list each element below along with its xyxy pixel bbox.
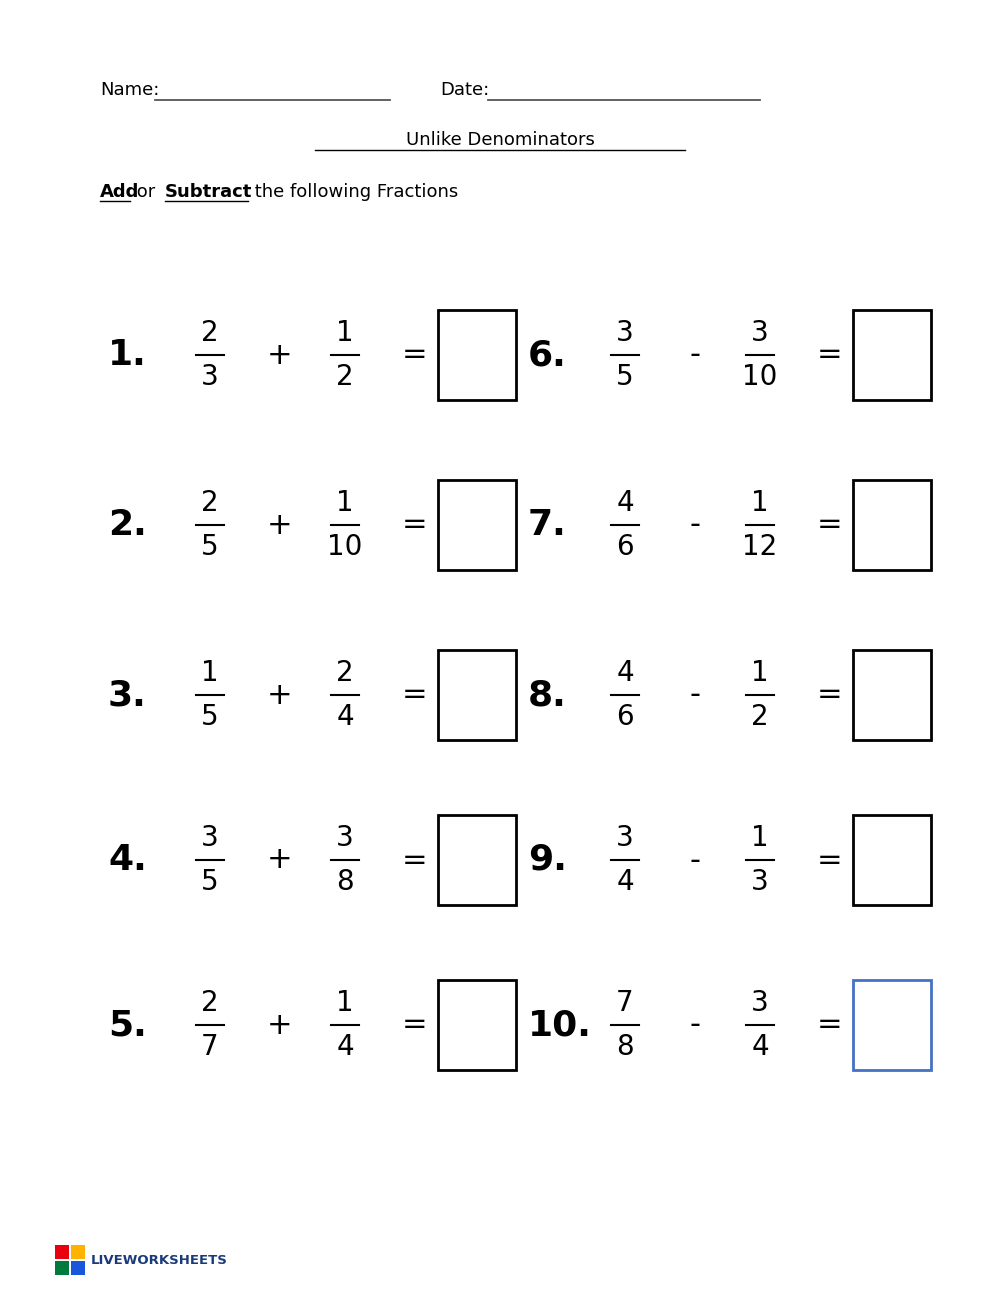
Text: 4: 4 <box>751 1033 769 1061</box>
Text: 4: 4 <box>616 868 634 896</box>
Text: 6.: 6. <box>528 338 567 372</box>
Text: =: = <box>402 680 428 710</box>
Text: 6: 6 <box>616 704 634 731</box>
Text: 7.: 7. <box>528 507 567 542</box>
Text: 4: 4 <box>336 1033 354 1061</box>
Text: =: = <box>817 510 843 540</box>
Text: =: = <box>817 341 843 369</box>
Text: =: = <box>817 846 843 874</box>
Text: 1: 1 <box>751 824 769 852</box>
Text: 4: 4 <box>616 489 634 516</box>
Text: 3: 3 <box>201 824 219 852</box>
Text: 4: 4 <box>616 658 634 687</box>
Text: 3: 3 <box>616 319 634 347</box>
Text: 1: 1 <box>336 489 354 516</box>
Text: 2: 2 <box>201 489 219 516</box>
Text: 8: 8 <box>616 1033 634 1061</box>
Text: -: - <box>690 846 700 874</box>
Text: 7: 7 <box>616 989 634 1017</box>
Text: 5: 5 <box>201 533 219 562</box>
Text: 7: 7 <box>201 1033 219 1061</box>
Text: Name:: Name: <box>100 81 159 99</box>
Text: 12: 12 <box>742 533 778 562</box>
Text: 9.: 9. <box>528 843 567 877</box>
Text: 2: 2 <box>336 363 354 391</box>
Text: 8: 8 <box>336 868 354 896</box>
Text: 1: 1 <box>201 658 219 687</box>
Text: =: = <box>817 680 843 710</box>
Text: the following Fractions: the following Fractions <box>249 183 458 201</box>
Text: +: + <box>267 341 293 369</box>
Text: +: + <box>267 1011 293 1039</box>
Text: 10: 10 <box>742 363 778 391</box>
Text: 2: 2 <box>201 319 219 347</box>
FancyBboxPatch shape <box>71 1261 85 1276</box>
Text: 1: 1 <box>751 489 769 516</box>
Text: =: = <box>402 341 428 369</box>
Text: 2: 2 <box>201 989 219 1017</box>
Text: =: = <box>402 1011 428 1039</box>
Text: 5: 5 <box>201 704 219 731</box>
Text: 3: 3 <box>336 824 354 852</box>
Text: 2: 2 <box>751 704 769 731</box>
Text: -: - <box>690 680 700 710</box>
Text: -: - <box>690 1011 700 1039</box>
Text: 3: 3 <box>616 824 634 852</box>
Text: -: - <box>690 341 700 369</box>
Text: 2.: 2. <box>108 507 147 542</box>
Text: =: = <box>402 846 428 874</box>
Text: 3: 3 <box>751 319 769 347</box>
Text: Unlike Denominators: Unlike Denominators <box>406 130 594 148</box>
Text: 1: 1 <box>336 319 354 347</box>
Text: Add: Add <box>100 183 139 201</box>
Text: or: or <box>131 183 161 201</box>
Text: -: - <box>690 510 700 540</box>
Text: 3: 3 <box>751 989 769 1017</box>
Text: +: + <box>267 680 293 710</box>
Text: 1.: 1. <box>108 338 147 372</box>
Text: 3: 3 <box>201 363 219 391</box>
Text: 5: 5 <box>616 363 634 391</box>
Text: 3.: 3. <box>108 678 147 713</box>
Text: LIVEWORKSHEETS: LIVEWORKSHEETS <box>91 1254 228 1266</box>
Text: 10.: 10. <box>528 1008 592 1042</box>
Text: 4.: 4. <box>108 843 147 877</box>
FancyBboxPatch shape <box>71 1245 85 1259</box>
Text: +: + <box>267 846 293 874</box>
Text: =: = <box>817 1011 843 1039</box>
Text: 5.: 5. <box>108 1008 147 1042</box>
Text: 1: 1 <box>751 658 769 687</box>
Text: 3: 3 <box>751 868 769 896</box>
Text: Date:: Date: <box>440 81 489 99</box>
Text: 10: 10 <box>327 533 363 562</box>
Text: 4: 4 <box>336 704 354 731</box>
FancyBboxPatch shape <box>55 1245 69 1259</box>
Text: 2: 2 <box>336 658 354 687</box>
Text: 1: 1 <box>336 989 354 1017</box>
FancyBboxPatch shape <box>55 1261 69 1276</box>
Text: 8.: 8. <box>528 678 567 713</box>
Text: Subtract: Subtract <box>165 183 252 201</box>
Text: 5: 5 <box>201 868 219 896</box>
Text: 6: 6 <box>616 533 634 562</box>
Text: +: + <box>267 510 293 540</box>
Text: =: = <box>402 510 428 540</box>
